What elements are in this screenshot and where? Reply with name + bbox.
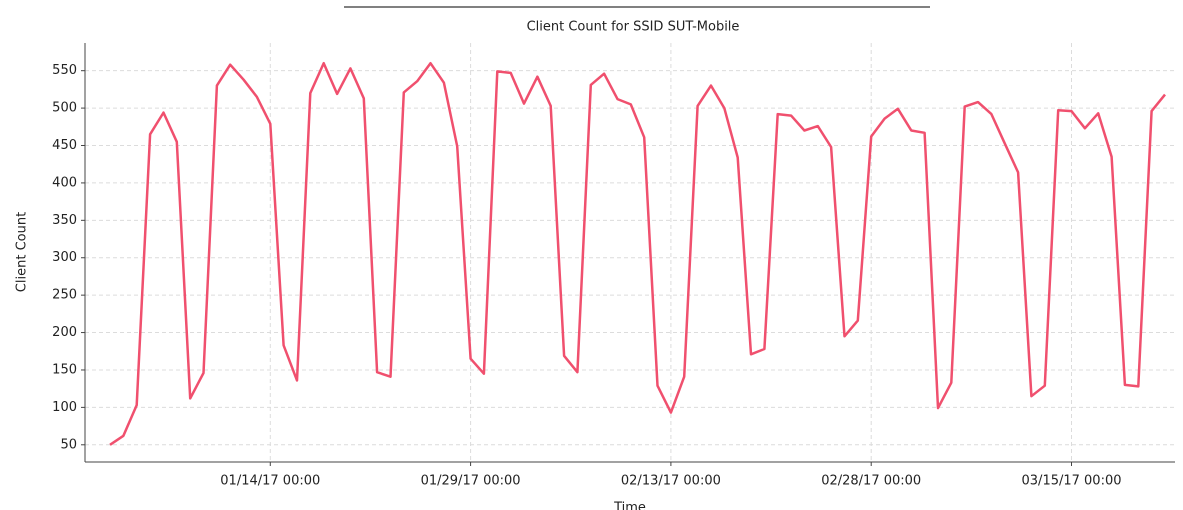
x-tick-label: 02/28/17 00:00 (821, 474, 921, 489)
x-axis-label: Time (613, 501, 646, 510)
data-line (109, 61, 1166, 446)
y-tick-label: 250 (52, 288, 77, 303)
y-tick-label: 550 (52, 63, 77, 78)
y-tick-label: 500 (52, 101, 77, 116)
y-tick-label: 350 (52, 213, 77, 228)
y-axis-label: Client Count (15, 212, 30, 292)
x-tick-label: 01/14/17 00:00 (220, 474, 320, 489)
y-tick-label: 400 (52, 175, 77, 190)
y-tick-label: 300 (52, 250, 77, 265)
chart-title: Client Count for SSID SUT-Mobile (527, 20, 740, 35)
x-tick-label: 02/13/17 00:00 (621, 474, 721, 489)
y-tick-label: 50 (60, 437, 77, 452)
y-tick-label: 150 (52, 362, 77, 377)
y-tick-label: 450 (52, 138, 77, 153)
y-tick-label: 200 (52, 325, 77, 340)
y-tick-label: 100 (52, 400, 77, 415)
x-tick-label: 01/29/17 00:00 (421, 474, 521, 489)
x-tick-label: 03/15/17 00:00 (1022, 474, 1122, 489)
